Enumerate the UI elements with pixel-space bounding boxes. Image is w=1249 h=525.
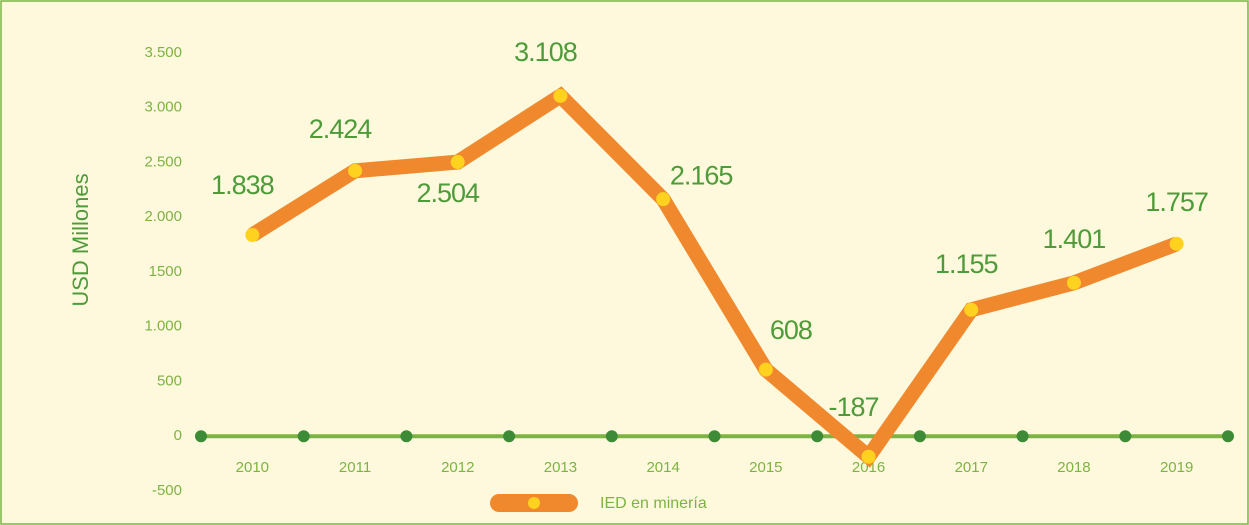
y-tick-label: 1.000 [144,318,182,335]
y-tick-label: 2.000 [144,208,182,225]
x-tick-label: 2015 [749,459,782,476]
axis-dot [195,430,207,443]
axis-dot [400,430,413,443]
axis-dot [708,430,721,443]
data-point [964,302,979,317]
x-tick-label: 2014 [646,459,679,476]
axis-dot [1016,430,1029,443]
series-line [248,86,1180,468]
legend-label: IED en minería [600,495,707,512]
data-label: 3.108 [514,37,577,67]
data-label: 2.165 [670,160,733,190]
axis-dot [503,430,516,443]
y-tick-label: 0 [174,427,182,444]
data-label: 2.424 [309,114,373,144]
data-label: 608 [770,315,812,345]
axis-dot [297,430,310,443]
data-point [1169,236,1184,251]
y-tick-label: 3.500 [144,44,182,61]
x-tick-label: 2018 [1057,459,1090,476]
y-tick-label: 500 [157,372,182,389]
data-point [450,155,465,170]
axis-dot [811,430,824,443]
legend-marker [528,497,540,509]
data-label: 1.838 [211,170,274,200]
x-tick-label: 2013 [544,459,577,476]
data-point [758,362,773,377]
data-point [861,449,876,464]
axis-dot [913,430,926,443]
data-point [245,227,260,242]
data-label: 1.155 [935,249,998,279]
y-tick-label: -500 [152,482,182,499]
y-tick-label: 1500 [149,263,182,280]
x-tick-label: 2019 [1160,459,1193,476]
x-tick-label: 2016 [852,459,885,476]
x-tick-label: 2017 [955,459,988,476]
axis-dot [1119,430,1132,443]
axis-dot [605,430,618,443]
data-point [553,88,568,103]
data-label: 2.504 [416,178,480,208]
data-point [1066,275,1081,290]
axis-dot [1222,430,1234,443]
data-label: 1.401 [1043,224,1106,254]
y-tick-label: 2.500 [144,153,182,170]
x-tick-label: 2011 [339,459,371,476]
y-axis-title: USD Millones [68,173,93,306]
data-point [348,163,363,178]
x-tick-label: 2012 [441,459,474,476]
y-tick-label: 3.000 [144,99,182,116]
data-point [656,192,671,207]
x-tick-label: 2010 [236,459,269,476]
data-label: -187 [829,392,879,422]
data-label: 1.757 [1145,187,1208,217]
